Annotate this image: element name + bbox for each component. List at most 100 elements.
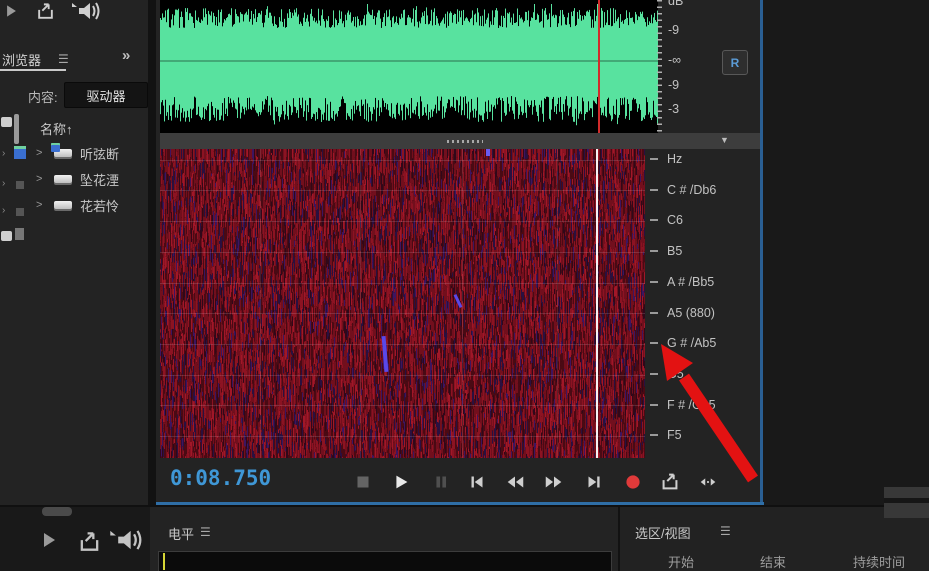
file-row[interactable]: > 坠花湮 [36,166,148,192]
sort-ascending-icon: ↑ [66,122,73,137]
selection-column-label: 结束 [760,555,787,570]
selection-column-label: 持续时间 [853,555,906,570]
panel-menu-icon[interactable]: ☰ [58,52,69,66]
tick-icon [650,372,658,375]
go-to-start-button[interactable] [464,470,490,494]
levels-panel: 电平 ☰ [150,507,618,571]
editor-focus-border [760,0,763,505]
media-browser-panel: 浏览器 ☰ » 内容: 驱动器 名称↑ > 听弦断 > 坠花湮 > 花若怜 › › › [0,0,148,505]
tab-browser[interactable]: 浏览器 [2,53,42,68]
name-column-header[interactable]: 名称↑ [40,122,73,137]
db-scale-label: -9 [668,23,680,37]
pitch-scale-label: B5 [650,244,682,258]
pitch-scale-label: C6 [650,213,683,227]
file-row[interactable]: > 听弦断 [36,140,148,166]
amplitude-ruler-ticks [657,0,662,133]
timecode-display[interactable]: 0:08.750 [170,466,272,490]
panel-menu-icon[interactable]: ☰ [720,524,731,538]
rewind-button[interactable] [502,470,528,494]
splitter-grip-icon[interactable] [447,140,483,143]
mini-chevron-icon: › [2,148,6,159]
pitch-scale-label: F # /Gb5 [650,398,716,412]
corner-overlay [884,487,929,518]
loop-playback-icon[interactable] [78,530,101,554]
fast-forward-button[interactable] [541,470,567,494]
pitch-scale-label: C # /Db6 [650,183,716,197]
skip-selection-button[interactable] [695,470,721,494]
mini-thumbnail [1,231,12,241]
db-scale-label: -∞ [668,53,682,67]
db-scale-label: -3 [668,102,680,116]
mini-chevron-icon: › [2,205,6,216]
tick-icon [650,250,658,253]
mini-file-icon [14,146,26,159]
panel-seam[interactable] [618,507,620,571]
media-badge-icon [51,143,60,152]
spectral-pitch-display[interactable] [160,149,645,458]
db-scale-label: dB [668,0,684,8]
auto-play-speaker-icon[interactable] [108,527,142,553]
record-button[interactable] [620,470,646,494]
tick-icon [650,342,658,345]
tick-icon [650,280,658,283]
loop-playback-button[interactable] [657,470,683,494]
panel-menu-icon[interactable]: ☰ [200,525,211,539]
tick-icon [650,188,658,191]
tick-icon [650,311,658,314]
content-dropdown[interactable]: 驱动器 [64,82,148,108]
auto-play-speaker-icon[interactable] [70,0,100,22]
file-row[interactable]: > 花若怜 [36,192,148,218]
mini-glyph [15,228,24,240]
mini-thumbnail [1,117,12,127]
pitch-scale-label: F5 [650,428,682,442]
mini-file-icon [16,181,24,189]
content-dropdown-value: 驱动器 [86,88,126,104]
mini-scrollbar[interactable] [14,114,19,144]
collapse-caret-icon[interactable]: ▼ [720,135,729,145]
level-meter-indicator [163,553,165,570]
expand-panel-icon[interactable]: » [122,47,131,64]
editor-focus-border [156,502,764,505]
expand-chevron-icon[interactable]: > [36,199,43,211]
file-name: 听弦断 [80,146,120,162]
drive-icon [51,143,72,157]
pitch-scale-label: A # /Bb5 [650,275,714,289]
mini-chevron-icon: › [2,178,6,189]
selection-panel-title[interactable]: 选区/视图 [635,526,691,541]
level-meter [158,551,612,571]
play-button[interactable] [388,470,414,494]
tick-icon [650,403,658,406]
waveform-display[interactable] [160,0,658,133]
tick-icon [650,158,658,160]
file-list: > 听弦断 > 坠花湮 > 花若怜 [0,0,148,240]
playhead-waveform[interactable] [598,0,600,133]
preview-play-icon[interactable] [44,533,55,547]
horizontal-scrollbar-thumb[interactable] [42,507,72,516]
content-label: 内容: [28,90,58,105]
panel-seam[interactable] [148,0,156,505]
play-icon[interactable] [7,5,16,17]
go-to-end-button[interactable] [581,470,607,494]
pause-button[interactable] [428,470,454,494]
drive-icon [54,201,72,209]
stop-button[interactable] [350,470,376,494]
file-name: 坠花湮 [80,172,120,188]
expand-chevron-icon[interactable]: > [36,173,43,185]
db-scale-label: -9 [668,78,680,92]
levels-panel-title[interactable]: 电平 [168,527,195,542]
pitch-scale-label: G5 [650,367,684,381]
tick-icon [650,219,658,222]
drive-icon [54,175,72,183]
file-name: 花若怜 [80,198,120,214]
expand-chevron-icon[interactable]: > [36,147,43,159]
tick-icon [650,434,658,437]
pitch-scale-label: G # /Ab5 [650,336,716,350]
selection-view-panel: 选区/视图 ☰ 开始 结束 持续时间 [620,507,929,571]
pitch-scale-label: Hz [650,152,682,166]
pitch-scale-label: A5 (880) [650,306,715,320]
mini-file-icon [16,208,24,216]
right-channel-badge[interactable]: R [722,50,748,75]
panel-seam[interactable] [0,505,929,507]
selection-column-label: 开始 [668,555,695,570]
loop-playback-icon[interactable] [36,2,55,21]
